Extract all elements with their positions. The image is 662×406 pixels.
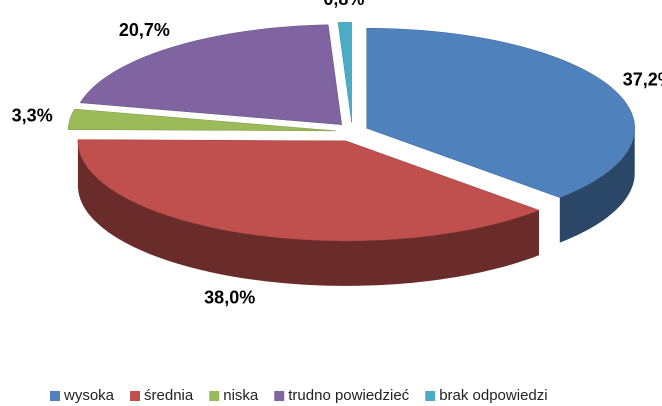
legend-swatch bbox=[209, 391, 220, 401]
slice bbox=[337, 22, 352, 123]
data-label: 38,0% bbox=[204, 287, 255, 307]
slice-side bbox=[559, 128, 635, 243]
legend-label: wysoka bbox=[63, 387, 115, 404]
slice-side bbox=[77, 140, 540, 286]
legend-swatch bbox=[425, 391, 436, 401]
data-label: 37,2% bbox=[623, 69, 662, 89]
legend-swatch bbox=[274, 391, 285, 401]
data-label: 3,3% bbox=[12, 105, 53, 125]
slice bbox=[366, 27, 635, 198]
data-label: 20,7% bbox=[119, 20, 170, 40]
legend-label: niska bbox=[223, 387, 259, 404]
legend-label: brak odpowiedzi bbox=[439, 387, 547, 404]
legend-swatch bbox=[50, 391, 60, 401]
slice bbox=[67, 108, 337, 132]
slice bbox=[77, 139, 540, 242]
legend-label: trudno powiedzieć bbox=[288, 387, 409, 404]
pie-tops bbox=[67, 22, 635, 242]
slice bbox=[79, 24, 342, 125]
legend: wysoka średnia niska trudno powiedzieć brak … bbox=[50, 387, 548, 404]
legend-label: średnia bbox=[144, 387, 194, 404]
data-label: 0,8% bbox=[323, 0, 364, 9]
pie-walls bbox=[77, 128, 635, 286]
legend-swatch bbox=[130, 391, 141, 401]
